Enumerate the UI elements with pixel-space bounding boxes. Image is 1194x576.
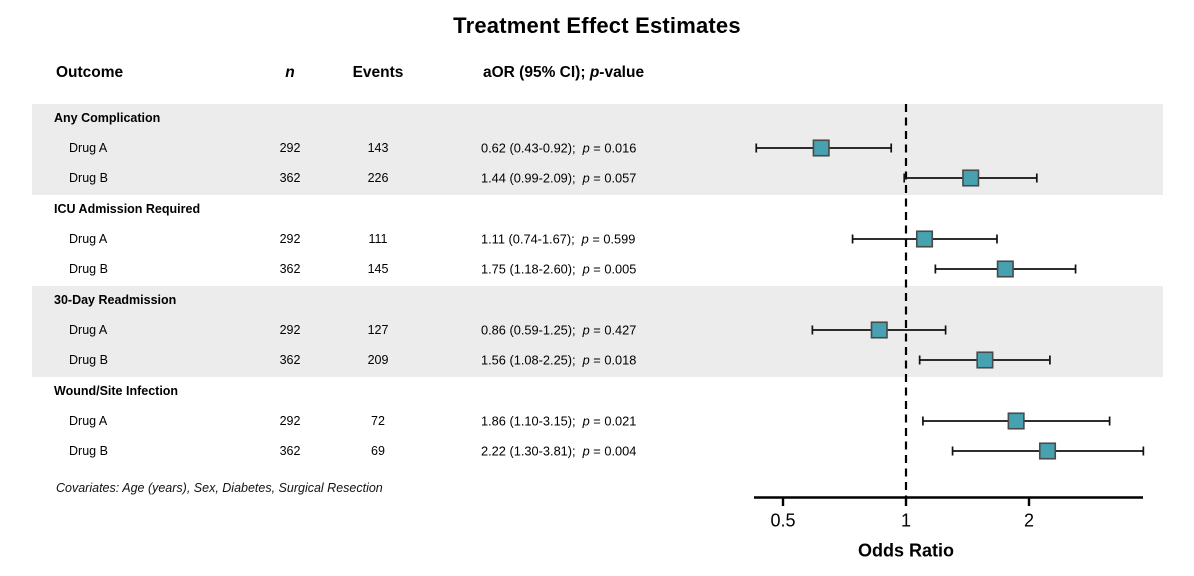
column-header-n: n [285,64,295,81]
p-value-text: p = 0.005 [582,261,637,277]
outcome-group-label: Wound/Site Infection [54,384,179,398]
row-events-value: 72 [371,414,385,428]
row-aor-ci-p: 0.62 (0.43-0.92); p = 0.016 [481,141,636,156]
row-arm-label: Drug A [69,414,108,428]
row-events-value: 69 [371,444,385,458]
group-band [32,195,1163,286]
row-arm-label: Drug A [69,141,108,155]
row-aor-ci-p: 1.86 (1.10-3.15); p = 0.021 [481,414,636,429]
x-tick-label: 2 [1024,511,1034,531]
row-n-value: 362 [279,262,301,276]
estimate-ci-text: 0.86 (0.59-1.25); [481,322,576,338]
x-tick-label: 0.5 [770,511,795,531]
row-events-value: 143 [367,141,389,155]
p-value-text: p = 0.018 [582,352,637,368]
estimate-ci-text: 1.56 (1.08-2.25); [481,352,576,368]
row-n-value: 292 [279,232,301,246]
row-arm-label: Drug B [69,444,108,458]
estimate-ci-text: 1.11 (0.74-1.67); [481,231,575,247]
x-tick-label: 1 [901,511,911,531]
row-aor-ci-p: 1.11 (0.74-1.67); p = 0.599 [481,232,635,247]
estimate-ci-text: 1.75 (1.18-2.60); [481,261,576,277]
estimate-ci-text: 1.86 (1.10-3.15); [481,413,576,429]
row-events-value: 145 [367,262,389,276]
row-aor-ci-p: 0.86 (0.59-1.25); p = 0.427 [481,323,636,338]
row-events-value: 111 [368,232,388,246]
row-arm-label: Drug B [69,262,108,276]
row-n-value: 292 [279,323,301,337]
aor-header-text: aOR (95% CI); [483,64,590,81]
outcome-group-label: ICU Admission Required [54,202,201,216]
row-arm-label: Drug B [69,171,108,185]
x-axis-label: Odds Ratio [858,541,954,561]
row-arm-label: Drug A [69,323,108,337]
p-value-text: p = 0.004 [582,443,637,459]
group-band [32,286,1163,377]
estimate-ci-text: 0.62 (0.43-0.92); [481,140,576,156]
row-aor-ci-p: 1.56 (1.08-2.25); p = 0.018 [481,353,636,368]
row-aor-ci-p: 2.22 (1.30-3.81); p = 0.004 [481,444,636,459]
outcome-group-label: Any Complication [54,111,161,125]
row-arm-label: Drug A [69,232,108,246]
p-value-text: p = 0.427 [582,322,637,338]
column-header-aor: aOR (95% CI); p-value [483,64,644,82]
p-value-text: p = 0.057 [582,170,637,186]
aor-header-suffix: -value [599,64,645,81]
row-n-value: 362 [279,353,301,367]
row-n-value: 292 [279,414,301,428]
row-aor-ci-p: 1.75 (1.18-2.60); p = 0.005 [481,262,636,277]
column-header-outcome: Outcome [56,64,124,81]
row-aor-ci-p: 1.44 (0.99-2.09); p = 0.057 [481,171,636,186]
row-events-value: 209 [367,353,389,367]
outcome-group-label: 30-Day Readmission [54,293,177,307]
p-value-text: p = 0.016 [582,140,637,156]
chart-title: Treatment Effect Estimates [453,13,741,38]
group-band [32,377,1163,468]
row-n-value: 292 [279,141,301,155]
p-value-text: p = 0.599 [581,231,636,247]
estimate-ci-text: 1.44 (0.99-2.09); [481,170,576,186]
row-n-value: 362 [279,444,301,458]
row-n-value: 362 [279,171,301,185]
aor-header-p: p [589,64,600,81]
row-events-value: 226 [367,171,389,185]
covariates-footnote: Covariates: Age (years), Sex, Diabetes, … [56,481,383,495]
row-arm-label: Drug B [69,353,108,367]
estimate-ci-text: 2.22 (1.30-3.81); [481,443,576,459]
column-header-events: Events [352,64,404,81]
row-events-value: 127 [367,323,389,337]
p-value-text: p = 0.021 [582,413,637,429]
